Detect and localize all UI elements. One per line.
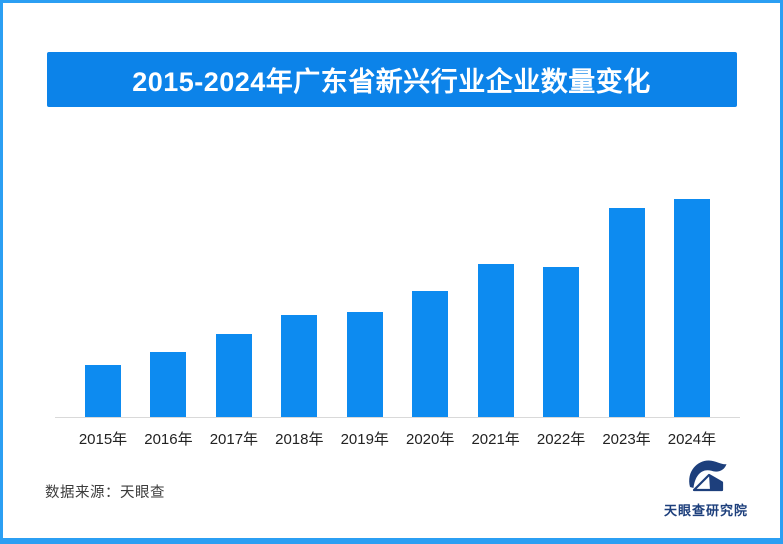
bar-2021年 (477, 264, 514, 417)
bar-column (346, 312, 383, 417)
bar-column (543, 267, 580, 417)
x-axis-line (55, 417, 740, 418)
x-label-2019年: 2019年 (340, 431, 389, 448)
bar-columns (55, 107, 740, 417)
bar-2017年 (215, 334, 252, 417)
bar-column (477, 264, 514, 417)
bar-column (85, 365, 121, 417)
bar-2019年 (346, 312, 383, 417)
chart-title: 2015-2024年广东省新兴行业企业数量变化 (132, 67, 651, 97)
title-banner: 2015-2024年广东省新兴行业企业数量变化 (46, 52, 737, 107)
bar-2018年 (281, 315, 318, 417)
x-label-2018年: 2018年 (275, 431, 324, 448)
tianyancha-eye-icon (689, 459, 727, 491)
x-label-2024年: 2024年 (667, 431, 717, 448)
data-source-label: 数据来源：天眼查 (45, 484, 165, 501)
bar-column (673, 199, 710, 417)
x-label-2023年: 2023年 (602, 431, 651, 448)
x-label-2016年: 2016年 (144, 431, 193, 448)
x-axis-labels: 2015年 2016年 2017年 2018年 2019年 2020年 2021年 2022年… (55, 428, 740, 449)
bar-2016年 (150, 352, 187, 417)
logo-text: 天眼查研究院 (663, 502, 748, 518)
bar-column (281, 315, 318, 417)
x-label-2020年: 2020年 (406, 431, 455, 448)
bar-column (150, 352, 187, 417)
bar-2020年 (412, 291, 449, 417)
x-label-2021年: 2021年 (471, 431, 520, 448)
bar-2023年 (608, 208, 645, 417)
x-label-2015年: 2015年 (78, 431, 128, 448)
bar-2022年 (543, 267, 580, 417)
bar-column (608, 208, 645, 417)
bar-chart: 2015年 2016年 2017年 2018年 2019年 2020年 2021年 2022年… (55, 107, 740, 449)
x-label-2017年: 2017年 (209, 431, 259, 448)
x-label-2022年: 2022年 (536, 431, 586, 448)
bar-column (412, 291, 449, 417)
tianyancha-research-logo: 天眼查研究院 (656, 456, 756, 519)
bar-column (215, 334, 252, 417)
bar-2024年 (673, 199, 710, 417)
bar-2015年 (85, 365, 121, 417)
footer: 数据来源：天眼查 天眼查研究院 (3, 449, 780, 533)
